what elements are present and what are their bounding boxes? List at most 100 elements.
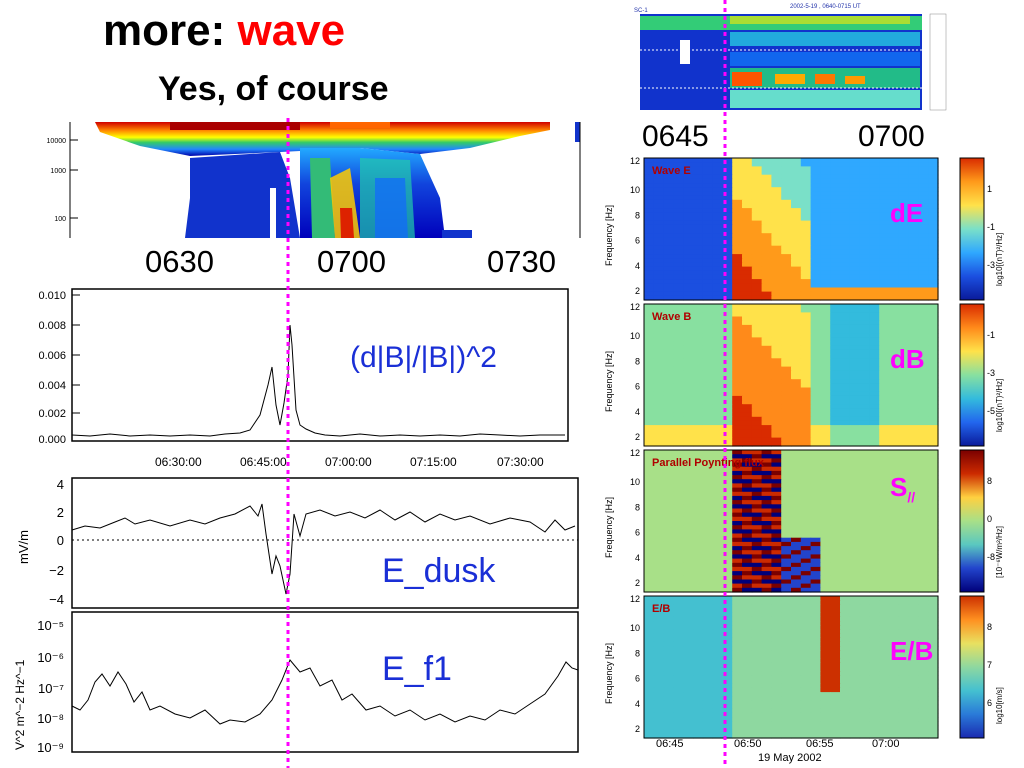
event-marker-left [286, 118, 290, 768]
xtick-0715: 07:15:00 [410, 455, 457, 469]
spec4-title: E/B [652, 603, 670, 615]
spec3-ylabel: Frequency [Hz] [604, 497, 614, 558]
spec4-cb-tick: 8 [987, 622, 992, 632]
xtick-0630: 06:30:00 [155, 455, 202, 469]
thumb-corner: SC-1 [634, 8, 648, 14]
spec1-cb-tick: 1 [987, 184, 992, 194]
spec4-ytick: 12 [630, 594, 640, 604]
spec3-cb-tick: 8 [987, 476, 992, 486]
spectrogram-panel-3: 12 10 8 6 4 2 Frequency [Hz] Parallel Poynting … [604, 448, 1004, 593]
ef1-tick-4: 10⁻⁹ [37, 740, 64, 755]
spec1-ytick: 8 [635, 210, 640, 220]
spec-xtick-1: 06:50 [734, 738, 762, 750]
spec2-title: Wave B [652, 311, 691, 323]
db-tick-4: 0.002 [38, 408, 66, 420]
spec1-ytick: 4 [635, 261, 640, 271]
spec1-ytick: 6 [635, 236, 640, 246]
chart-e-dusk: 4 2 0 −2 −4 mV/m E_dusk [16, 477, 579, 609]
spec-xtick-3: 07:00 [872, 738, 900, 750]
ef1-tick-0: 10⁻⁵ [37, 618, 64, 633]
spec3-title: Parallel Poynting flux [652, 457, 765, 469]
spec4-label: E/B [890, 636, 933, 666]
xtick-0700: 07:00:00 [325, 455, 372, 469]
spec2-ytick: 12 [630, 302, 640, 312]
spectrogram-panel-2: 12 10 8 6 4 2 Frequency [Hz] Wave B dB -1 -3 -5 log1… [604, 302, 1004, 447]
edusk-tick-4: −4 [49, 592, 64, 607]
title-highlight: wave [237, 6, 346, 55]
energy-tick-10000: 10000 [47, 138, 67, 145]
time-0630: 0630 [145, 244, 214, 279]
spec4-ytick: 6 [635, 674, 640, 684]
ef1-tick-3: 10⁻⁸ [37, 711, 64, 726]
xtick-0645: 06:45:00 [240, 455, 287, 469]
spec1-colorbar [959, 157, 985, 301]
time-0730: 0730 [487, 244, 556, 279]
spec1-ytick: 2 [635, 286, 640, 296]
time-0700: 0700 [317, 244, 386, 279]
xtick-0730: 07:30:00 [497, 455, 544, 469]
spec2-ytick: 4 [635, 407, 640, 417]
spec3-colorbar [959, 449, 985, 593]
db-tick-0: 0.010 [38, 290, 66, 302]
slide-subtitle: Yes, of course [158, 70, 389, 108]
spec3-cb-label: [10⁻⁶W/m²/Hz] [995, 526, 1004, 578]
ef1-ylabel: V^2 m^−2 Hz^−1 [13, 659, 27, 750]
spec2-cb-tick: -5 [987, 406, 995, 416]
thumb-header: 2002-5-19 , 0640-0715 UT [790, 4, 861, 10]
spec1-title: Wave E [652, 165, 691, 177]
spec3-ytick: 2 [635, 578, 640, 588]
slide-title: more: wave [103, 6, 345, 56]
thumb-time-0700: 0700 [858, 120, 925, 153]
energy-tick-100: 100 [54, 216, 66, 223]
spec4-colorbar [959, 595, 985, 739]
spec3-ytick: 10 [630, 477, 640, 487]
ef1-label: E_f1 [382, 650, 452, 688]
spec4-cb-tick: 7 [987, 660, 992, 670]
edusk-tick-3: −2 [49, 563, 64, 578]
spec-date: 19 May 2002 [758, 752, 822, 764]
spec4-ytick: 10 [630, 623, 640, 633]
spec1-cb-tick: -3 [987, 260, 995, 270]
spec2-ytick: 2 [635, 432, 640, 442]
spec2-cb-tick: -3 [987, 368, 995, 378]
spec3-ytick: 4 [635, 553, 640, 563]
energy-tick-1000: 1000 [50, 168, 66, 175]
spec4-cb-label: log10[m/s] [995, 687, 1004, 724]
ef1-tick-2: 10⁻⁷ [38, 681, 64, 696]
db-tick-3: 0.004 [38, 380, 66, 392]
spec4-ytick: 4 [635, 699, 640, 709]
spectrogram-panel-1: 12 10 8 6 4 2 Frequency [Hz] Wave E dE 1 -1 -3 log10… [604, 156, 1004, 301]
spec1-ytick: 10 [630, 185, 640, 195]
edusk-tick-2: 0 [57, 533, 64, 548]
edusk-tick-1: 2 [57, 505, 64, 520]
title-prefix: more: [103, 6, 238, 55]
spec1-ylabel: Frequency [Hz] [604, 205, 614, 266]
spec-xtick-0: 06:45 [656, 738, 684, 750]
spec1-cb-label: log10[(nT)²/Hz] [995, 233, 1004, 286]
spec3-ytick: 6 [635, 528, 640, 538]
spec2-cb-label: log10[(nT)²/Hz] [995, 379, 1004, 432]
spec2-ylabel: Frequency [Hz] [604, 351, 614, 412]
spec2-cb-tick: -1 [987, 330, 995, 340]
chart-db-ratio: 0.010 0.008 0.006 0.004 0.002 0.000 (d|B… [38, 288, 569, 469]
event-marker-right [723, 0, 727, 768]
spec2-ytick: 8 [635, 356, 640, 366]
spec1-ytick: 12 [630, 156, 640, 166]
spec2-label: dB [890, 344, 925, 374]
spec4-cb-tick: 6 [987, 698, 992, 708]
multi-panel-thumbnail: SC-1 2002-5-19 , 0640-0715 UT [630, 2, 950, 114]
spec1-cb-tick: -1 [987, 222, 995, 232]
spec3-cb-tick: 0 [987, 514, 992, 524]
spec4-ytick: 8 [635, 648, 640, 658]
db-tick-2: 0.006 [38, 350, 66, 362]
db-ratio-label: (d|B|/|B|)^2 [350, 341, 497, 374]
db-tick-5: 0.000 [38, 434, 66, 446]
spec3-ytick: 8 [635, 502, 640, 512]
edusk-tick-0: 4 [57, 477, 64, 492]
energy-spectrogram: 10000 1000 100 [47, 122, 581, 238]
spec2-ytick: 10 [630, 331, 640, 341]
spec1-label: dE [890, 198, 923, 228]
spec2-colorbar [959, 303, 985, 447]
ef1-tick-1: 10⁻⁶ [37, 650, 64, 665]
